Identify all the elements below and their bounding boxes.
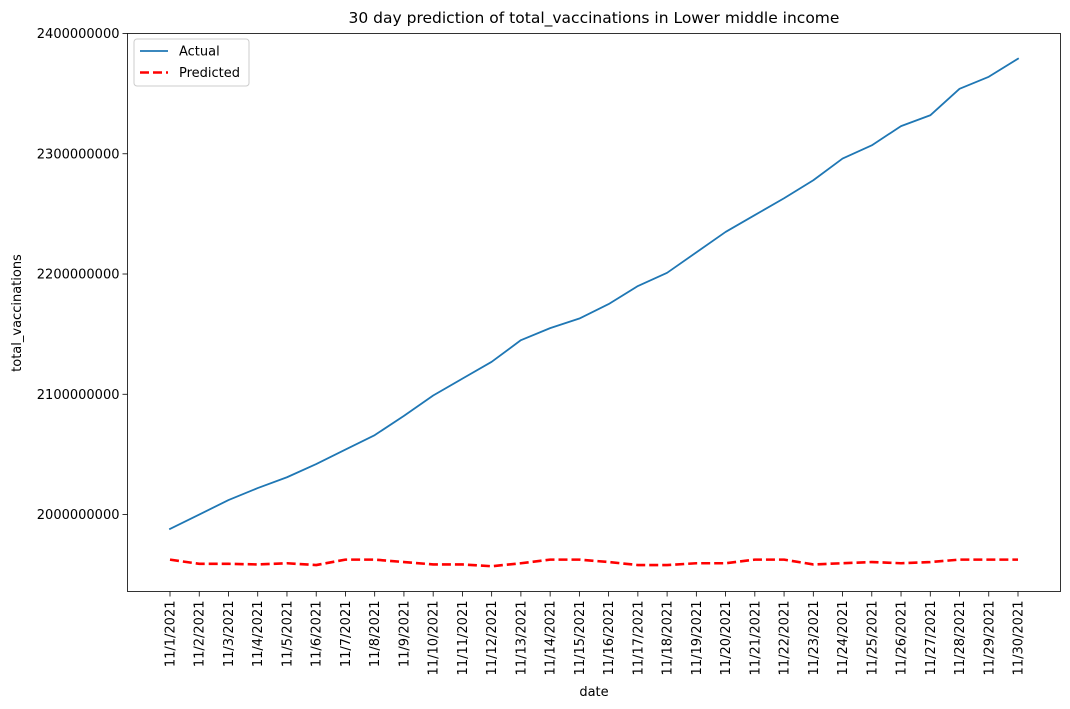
- legend-label-actual: Actual: [179, 45, 220, 60]
- y-tick-label: 2400000000: [37, 27, 120, 42]
- x-tick-label: 11/18/2021: [661, 601, 676, 676]
- x-tick-label: 11/30/2021: [1012, 601, 1027, 676]
- x-axis-label: date: [579, 685, 608, 700]
- x-tick-label: 11/3/2021: [222, 601, 237, 668]
- x-tick-label: 11/21/2021: [748, 601, 763, 676]
- plot-frame: [127, 33, 1061, 592]
- x-tick-label: 11/9/2021: [397, 601, 412, 668]
- x-tick-label: 11/28/2021: [953, 601, 968, 676]
- y-tick-label: 2000000000: [37, 508, 120, 523]
- x-tick-label: 11/12/2021: [485, 601, 500, 676]
- x-tick-label: 11/13/2021: [514, 601, 529, 676]
- x-tick-label: 11/26/2021: [895, 601, 910, 676]
- x-tick-label: 11/1/2021: [164, 601, 179, 668]
- series-line-predicted: [169, 558, 1018, 568]
- x-tick-label: 11/23/2021: [807, 601, 822, 676]
- x-tick-label: 11/6/2021: [310, 601, 325, 668]
- x-tick-label: 11/2/2021: [193, 601, 208, 668]
- series-line-actual: [168, 57, 1020, 531]
- x-tick-label: 11/19/2021: [690, 601, 705, 676]
- y-axis-label: total_vaccinations: [10, 254, 25, 372]
- plot-area: 2000000000 2100000000 2200000000 2300000000…: [37, 27, 1027, 675]
- legend: Actual Predicted: [133, 38, 250, 87]
- x-tick-label: 11/5/2021: [280, 601, 295, 668]
- x-tick-label: 11/8/2021: [368, 601, 383, 668]
- x-tick-label: 11/11/2021: [456, 601, 471, 676]
- x-tick-label: 11/17/2021: [631, 601, 646, 676]
- y-tick-label: 2200000000: [37, 268, 120, 283]
- x-tick-label: 11/14/2021: [544, 601, 559, 676]
- y-tick-label: 2300000000: [37, 147, 120, 162]
- x-tick-label: 11/10/2021: [427, 601, 442, 676]
- x-tick-label: 11/4/2021: [251, 601, 266, 668]
- x-tick-label: 11/29/2021: [982, 601, 997, 676]
- x-tick-label: 11/24/2021: [836, 601, 851, 676]
- y-tick-label: 2100000000: [37, 388, 120, 403]
- x-tick-label: 11/25/2021: [865, 601, 880, 676]
- x-tick-label: 11/16/2021: [602, 601, 617, 676]
- chart-title: 30 day prediction of total_vaccinations …: [349, 9, 840, 28]
- legend-label-predicted: Predicted: [179, 66, 240, 81]
- x-tick-label: 11/15/2021: [573, 601, 588, 676]
- x-tick-label: 11/7/2021: [339, 601, 354, 668]
- x-tick-label: 11/20/2021: [719, 601, 734, 676]
- x-tick-label: 11/27/2021: [924, 601, 939, 676]
- x-tick-label: 11/22/2021: [778, 601, 793, 676]
